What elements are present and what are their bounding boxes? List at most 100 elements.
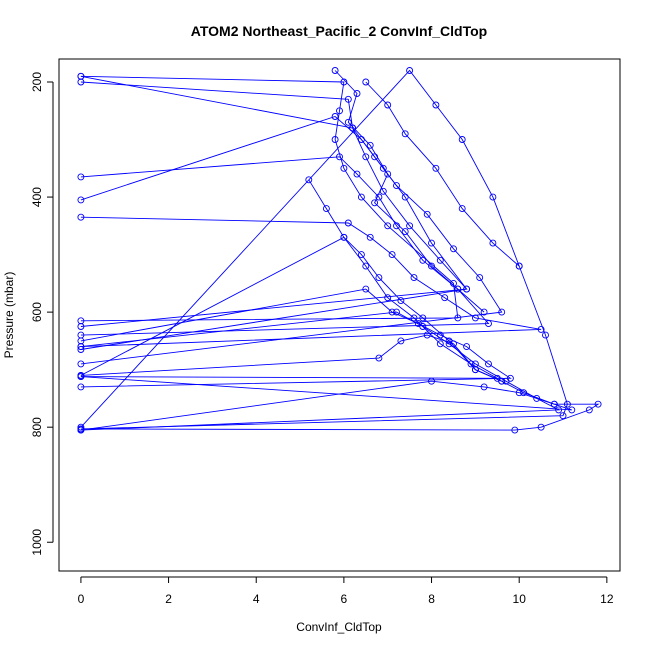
- x-tick-label: 12: [600, 592, 614, 606]
- series-line-13: [334, 70, 485, 313]
- data-point: [458, 205, 466, 213]
- data-point: [463, 285, 471, 293]
- data-point: [397, 337, 405, 345]
- data-point: [458, 136, 466, 143]
- x-tick-label: 4: [253, 592, 260, 606]
- series-line-2: [80, 156, 490, 336]
- data-point: [375, 274, 383, 282]
- data-point: [331, 113, 339, 120]
- data-point: [423, 331, 431, 339]
- x-tick-label: 8: [428, 592, 435, 606]
- data-point: [563, 400, 571, 408]
- series-line-9: [80, 380, 600, 431]
- data-point: [357, 251, 365, 259]
- data-point: [419, 314, 427, 322]
- data-point: [489, 239, 497, 247]
- data-point: [384, 222, 392, 230]
- data-point: [362, 153, 370, 161]
- data-point: [77, 213, 85, 221]
- data-point: [489, 193, 497, 201]
- data-point: [480, 383, 488, 391]
- data-point: [322, 205, 330, 213]
- data-point: [331, 67, 339, 74]
- data-point: [366, 141, 374, 149]
- y-tick-label: 400: [30, 187, 44, 207]
- series-line-5: [80, 75, 503, 365]
- data-point: [441, 294, 449, 302]
- data-point: [559, 412, 567, 420]
- data-point: [77, 383, 85, 391]
- data-point: [393, 182, 400, 190]
- y-tick-label: 200: [30, 72, 44, 92]
- data-point: [362, 78, 370, 86]
- y-tick-label: 600: [30, 302, 44, 322]
- series-line-0: [80, 75, 459, 322]
- data-point: [344, 95, 352, 103]
- data-point: [340, 164, 348, 172]
- data-point: [419, 323, 427, 330]
- series-line-14: [365, 81, 520, 267]
- data-point: [515, 262, 523, 270]
- data-point: [77, 173, 85, 181]
- data-point: [340, 78, 348, 86]
- data-point: [502, 377, 510, 385]
- data-point: [511, 426, 519, 434]
- data-point: [428, 262, 435, 270]
- data-point: [406, 67, 414, 74]
- data-point: [480, 308, 488, 316]
- data-point: [388, 251, 396, 259]
- data-point: [77, 323, 85, 330]
- series-line-4: [80, 115, 468, 350]
- data-layer: [77, 67, 602, 434]
- data-point: [77, 72, 85, 80]
- data-point: [436, 256, 444, 264]
- data-point: [450, 245, 457, 253]
- data-point: [77, 425, 85, 433]
- series-line-8: [80, 236, 498, 379]
- data-point: [485, 360, 492, 368]
- data-point: [585, 406, 593, 414]
- data-point: [419, 256, 427, 264]
- plot-frame: [58, 58, 621, 572]
- data-point: [353, 170, 361, 178]
- data-point: [432, 164, 440, 172]
- data-point: [498, 308, 506, 316]
- data-point: [406, 222, 414, 230]
- data-point: [77, 360, 85, 368]
- data-point: [336, 153, 343, 161]
- data-point: [362, 262, 370, 270]
- data-point: [463, 343, 471, 351]
- x-tick-label: 10: [513, 592, 527, 606]
- data-point: [568, 406, 576, 414]
- data-point: [344, 118, 352, 126]
- x-tick-label: 2: [165, 592, 172, 606]
- data-point: [305, 176, 313, 184]
- y-axis-label: Pressure (mbar): [2, 272, 16, 359]
- series-line-7: [80, 288, 512, 388]
- data-point: [331, 136, 339, 143]
- data-point: [423, 210, 431, 218]
- x-axis-label: ConvInf_CldTop: [296, 620, 382, 634]
- axis-layer: 0 2 4 6 8 10 12 200 400 600 800 1000: [30, 72, 614, 606]
- x-tick-label: 0: [78, 592, 85, 606]
- series-line-6: [80, 334, 572, 411]
- data-point: [555, 406, 563, 414]
- series-line-3: [80, 216, 542, 348]
- data-point: [77, 343, 85, 351]
- x-tick-label: 6: [341, 592, 348, 606]
- data-point: [401, 130, 409, 138]
- data-point: [515, 389, 523, 397]
- chart-title: ATOM2 Northeast_Pacific_2 ConvInf_CldTop: [191, 23, 487, 39]
- data-point: [410, 314, 418, 322]
- data-point: [344, 219, 352, 227]
- data-point: [77, 373, 85, 381]
- series-line-10: [80, 311, 561, 431]
- data-point: [362, 285, 370, 293]
- data-point: [537, 423, 545, 431]
- data-point: [366, 233, 374, 241]
- data-point: [340, 233, 348, 241]
- data-point: [375, 354, 383, 362]
- data-point: [336, 107, 343, 115]
- data-point: [533, 394, 541, 402]
